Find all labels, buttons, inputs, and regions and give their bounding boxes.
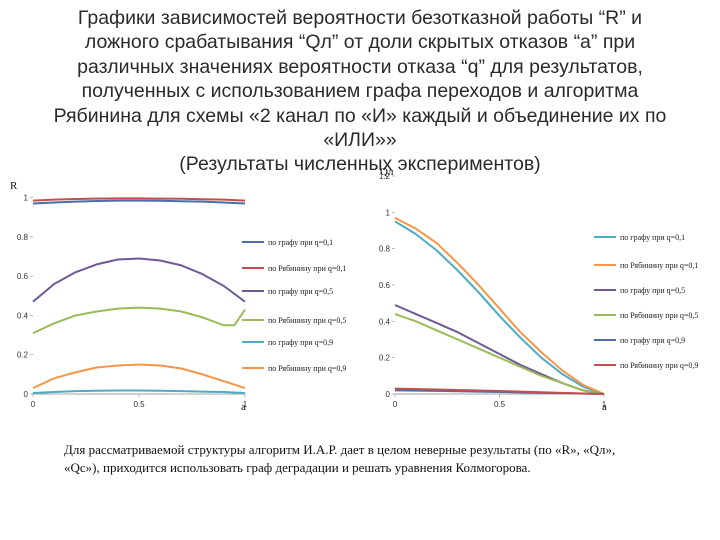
- series-line: [32, 363, 246, 390]
- title-line: Рябинина для схемы «2 канал по «И» кажды…: [53, 104, 667, 127]
- legend-label: по графу при q=0,9: [620, 336, 685, 345]
- slide-title: Графики зависимостей вероятности безотка…: [0, 6, 720, 177]
- y-tick-label: 0.6: [379, 281, 391, 290]
- series-line: [32, 257, 246, 303]
- legend-label: по графу при q=0,5: [268, 287, 333, 296]
- legend-label: по графу при q=0,9: [268, 338, 333, 347]
- series-line: [394, 387, 605, 395]
- y-tick-label: 0.4: [17, 311, 29, 320]
- legend-label: по Рябинину при q=0,5: [268, 316, 346, 325]
- y-tick-label: 1: [386, 208, 391, 217]
- series-line: [32, 197, 246, 202]
- x-tick-label: 0: [393, 400, 398, 409]
- legend-label: по графу при q=0,1: [620, 233, 685, 242]
- legend-label: по Рябинину при q=0,1: [268, 264, 346, 273]
- y-tick-label: 1: [24, 194, 29, 203]
- legend-label: по Рябинину при q=0,1: [620, 261, 698, 270]
- series-line: [394, 216, 605, 395]
- x-axis-label: a: [602, 401, 607, 413]
- footnote-line: «Qс»), приходится использовать граф дегр…: [64, 460, 531, 475]
- y-tick-label: 0.8: [17, 233, 29, 242]
- y-axis-label: R: [10, 180, 18, 192]
- y-axis-label: Qл: [380, 166, 394, 178]
- y-tick-label: 0.8: [379, 245, 391, 254]
- x-tick-label: 0.5: [133, 400, 145, 409]
- x-tick-label: 1: [243, 400, 248, 409]
- series-line: [32, 306, 246, 335]
- title-line: «ИЛИ»»: [323, 129, 397, 152]
- series-line: [32, 389, 246, 394]
- legend-label: по графу при q=0,5: [620, 286, 685, 295]
- chart-2: 0 0.2 0.4 0.6 0.8 1 1.2 0 0.5 1 Qл a по графу при q=…: [379, 166, 699, 413]
- x-tick-label: 0: [31, 400, 36, 409]
- x-tick-label: 1: [602, 400, 607, 409]
- title-line: различных значениях вероятности отказа “…: [77, 55, 643, 78]
- x-axis-label: a: [241, 401, 246, 413]
- legend-label: по Рябинину при q=0,5: [620, 311, 698, 320]
- series-line: [32, 199, 246, 205]
- y-tick-label: 0: [24, 390, 29, 399]
- title-line: Графики зависимостей вероятности безотка…: [77, 7, 643, 29]
- title-line: (Результаты численных экспериментов): [179, 153, 541, 176]
- footnote-line: Для рассматриваемой структуры алгоритм И…: [64, 442, 616, 457]
- y-tick-label: 1.2: [379, 172, 391, 181]
- series-line: [394, 313, 605, 395]
- y-tick-label: 0.2: [379, 354, 391, 363]
- y-tick-label: 0.6: [17, 272, 29, 281]
- legend-label: по графу при q=0,1: [268, 238, 333, 247]
- series-line: [394, 220, 605, 395]
- y-tick-label: 0: [386, 390, 391, 399]
- title-line: ложного срабатывания “Qл” от доли скрыты…: [84, 31, 636, 54]
- legend-label: по Рябинину при q=0,9: [620, 361, 698, 370]
- footnote: Для рассматриваемой структуры алгоритм И…: [64, 441, 684, 477]
- y-tick-label: 0.4: [379, 317, 391, 326]
- x-tick-label: 0.5: [494, 400, 506, 409]
- y-tick-label: 0.2: [17, 351, 29, 360]
- title-line: полученных с использованием графа перехо…: [81, 80, 639, 103]
- legend-label: по Рябинину при q=0,9: [268, 364, 346, 373]
